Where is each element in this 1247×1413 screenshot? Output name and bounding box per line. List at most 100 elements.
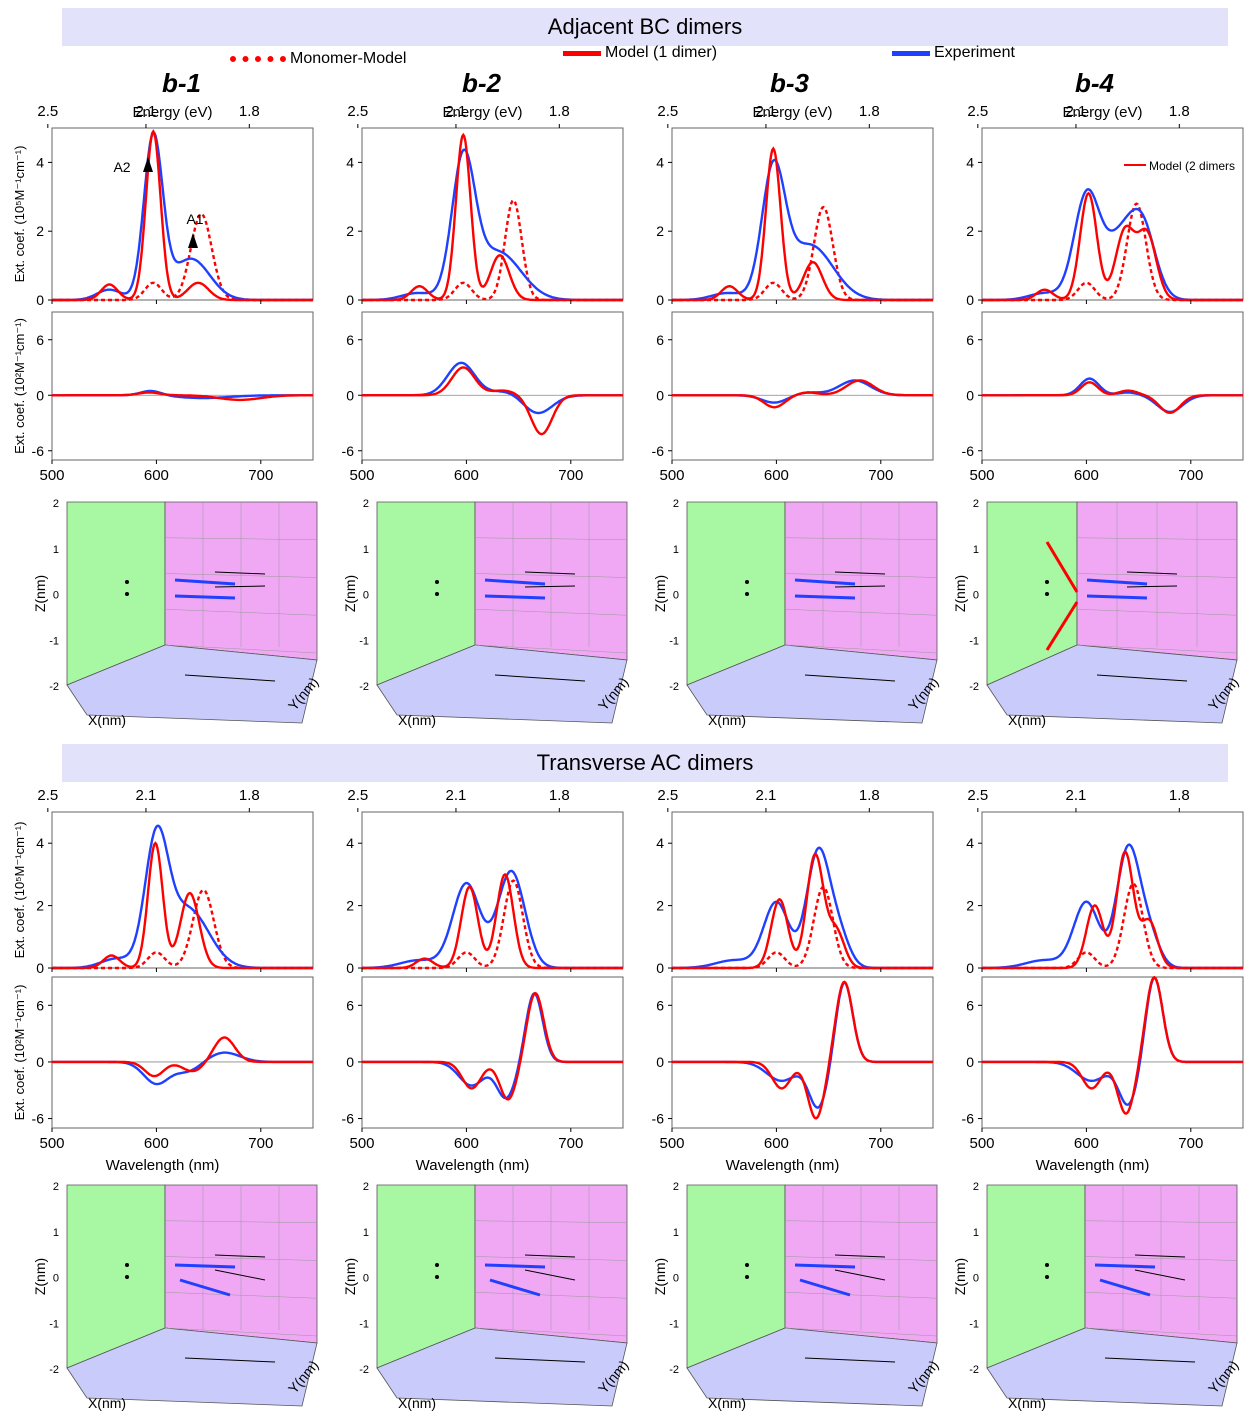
chart-6-series-model [982, 191, 1243, 302]
orient-0-1-ztick: 2 [363, 498, 369, 510]
chart-1-series-model [52, 391, 313, 402]
chart-15-frame [981, 976, 1244, 1129]
chart-13-ytick-label: -6 [652, 1111, 665, 1127]
orient-0-2-blue-dipole-arrow [794, 578, 856, 586]
chart-3-frame [361, 311, 624, 461]
orient-1-1-black-dipole-arrow [524, 1269, 576, 1281]
chart-8-ytick-label: 4 [36, 835, 44, 851]
chart-9-xlabel: Wavelength (nm) [106, 1157, 220, 1174]
orient-1-3-dipole-dot [1045, 1263, 1049, 1267]
orient-1-3-xlabel: X(nm) [1008, 1395, 1046, 1411]
chart-13-series-model [672, 980, 933, 1120]
orient-1-1-floor [376, 1327, 628, 1407]
orient-0-0-floor [66, 644, 318, 724]
chart-0-ylabel: Ext. coef. (10⁵M⁻¹cm⁻¹) [12, 146, 27, 283]
orient-0-2-floor [686, 644, 938, 724]
chart-11-xlabel: Wavelength (nm) [416, 1157, 530, 1174]
orient-1-2-zlabel: Z(nm) [652, 1258, 668, 1295]
chart-0-energy-label: Energy (eV) [132, 104, 212, 121]
chart-7-frame [981, 311, 1244, 461]
chart-2-series-model [362, 132, 623, 302]
chart-0-series-monomer [52, 212, 313, 302]
chart-0-ytick-label: 2 [36, 223, 44, 239]
orient-0-3-red-dipole-arrow [1045, 541, 1079, 593]
legend-monomer: Monomer-Model [230, 50, 406, 68]
chart-1-xtick-label: 600 [144, 467, 169, 484]
orient-0-1-zlabel: Z(nm) [342, 575, 358, 612]
chart-10-frame [361, 811, 624, 969]
orient-0-3-floor [986, 644, 1238, 724]
chart-13-xlabel: Wavelength (nm) [726, 1157, 840, 1174]
chart-14-ytick-label: 4 [966, 835, 974, 851]
orient-0-3-ztick: 2 [973, 498, 979, 510]
orient-1-3-ztick: 2 [973, 1181, 979, 1193]
chart-4-ytick-label: 2 [656, 223, 664, 239]
chart-8-ylabel: Ext. coef. (10⁵M⁻¹cm⁻¹) [12, 822, 27, 959]
orient-1-2-ztick: 2 [673, 1181, 679, 1193]
chart-15-series-model [982, 975, 1243, 1115]
orient-0-1-ztick: -1 [359, 635, 369, 647]
chart-0-series-experiment [52, 131, 313, 302]
orient-0-2-zlabel: Z(nm) [652, 575, 668, 612]
chart-1-ylabel: Ext. coef. (10²M⁻¹cm⁻¹) [12, 318, 27, 454]
orient-1-1-grid-line [474, 1327, 628, 1337]
chart-11-ytick-label: -6 [342, 1111, 355, 1127]
chart-2-series-experiment [362, 148, 623, 302]
chart-10-series-model [362, 872, 623, 970]
chart-5-series-experiment [672, 379, 933, 404]
legend-model-label: Model (1 dimer) [605, 44, 718, 61]
chart-4-energy-label: Energy (eV) [752, 104, 832, 121]
orient-0-3-dipole-dot [1045, 580, 1049, 584]
chart-12-series-model [672, 852, 933, 970]
orient-1-2-ztick: 1 [673, 1227, 679, 1239]
chart-2-ytick-label: 4 [346, 154, 354, 170]
chart-7-xtick-label: 600 [1074, 467, 1099, 484]
orient-0-0-ztick: 2 [53, 498, 59, 510]
chart-1-xtick-label: 500 [39, 467, 64, 484]
chart-2-etick-label: 2.1 [446, 103, 467, 120]
chart-7-xtick-label: 500 [969, 467, 994, 484]
chart-4-series-monomer [672, 205, 933, 302]
chart-5-xtick-label: 500 [659, 467, 684, 484]
legend-experiment-swatch [892, 50, 930, 56]
legend: Monomer-Model Model (1 dimer) Experiment [0, 44, 1247, 74]
orient-0-2-ztick: 0 [673, 590, 679, 602]
chart-8-etick-label: 1.8 [239, 787, 260, 804]
chart-5-ytick-label: 6 [656, 332, 664, 348]
chart-15-ytick-label: -6 [962, 1111, 975, 1127]
chart-7-xtick-label: 700 [1178, 467, 1203, 484]
orient-1-3-zlabel: Z(nm) [952, 1258, 968, 1295]
chart-10-etick-label: 2.1 [446, 787, 467, 804]
orient-0-3-ztick: 0 [973, 590, 979, 602]
chart-13-xtick-label: 500 [659, 1135, 684, 1152]
chart-8-etick-label: 2.5 [37, 787, 58, 804]
chart-15-ytick-label: 6 [966, 997, 974, 1013]
orient-0-2-grid-line [784, 644, 938, 654]
orient-1-3-black-dipole-arrow [1134, 1269, 1186, 1281]
orient-0-2-ztick: 1 [673, 544, 679, 556]
chart-15-xlabel: Wavelength (nm) [1036, 1157, 1150, 1174]
chart-11-xtick-label: 700 [558, 1135, 583, 1152]
orient-1-3-floor-dipole-arrow [1104, 1357, 1196, 1363]
chart-5-frame [671, 311, 934, 461]
model2-legend-label: Model (2 dimers [1149, 159, 1235, 173]
orient-1-3-black-dipole-arrow [1134, 1254, 1186, 1258]
chart-8-ytick-label: 2 [36, 898, 44, 914]
orient-0-0-ztick: 0 [53, 590, 59, 602]
orient-1-0-blue-dipole-arrow [179, 1278, 231, 1297]
orient-1-0-floor [66, 1327, 318, 1407]
chart-5-xtick-label: 700 [868, 467, 893, 484]
orient-0-3-blue-dipole-arrow [1086, 578, 1148, 586]
orient-1-0-ztick: 0 [53, 1273, 59, 1285]
chart-6-ytick-label: 4 [966, 154, 974, 170]
chart-0-ytick-label: 4 [36, 154, 44, 170]
chart-8-series-experiment [52, 824, 313, 970]
chart-3-series-model [362, 366, 623, 436]
orient-1-2-dipole-dot [745, 1263, 749, 1267]
orient-1-2-black-dipole-arrow [834, 1269, 886, 1281]
orient-1-1-ztick: -1 [359, 1318, 369, 1330]
panel-title-b3: b-3 [770, 68, 809, 98]
orient-0-3-ztick: -1 [969, 635, 979, 647]
chart-7-ytick-label: 0 [966, 387, 974, 403]
